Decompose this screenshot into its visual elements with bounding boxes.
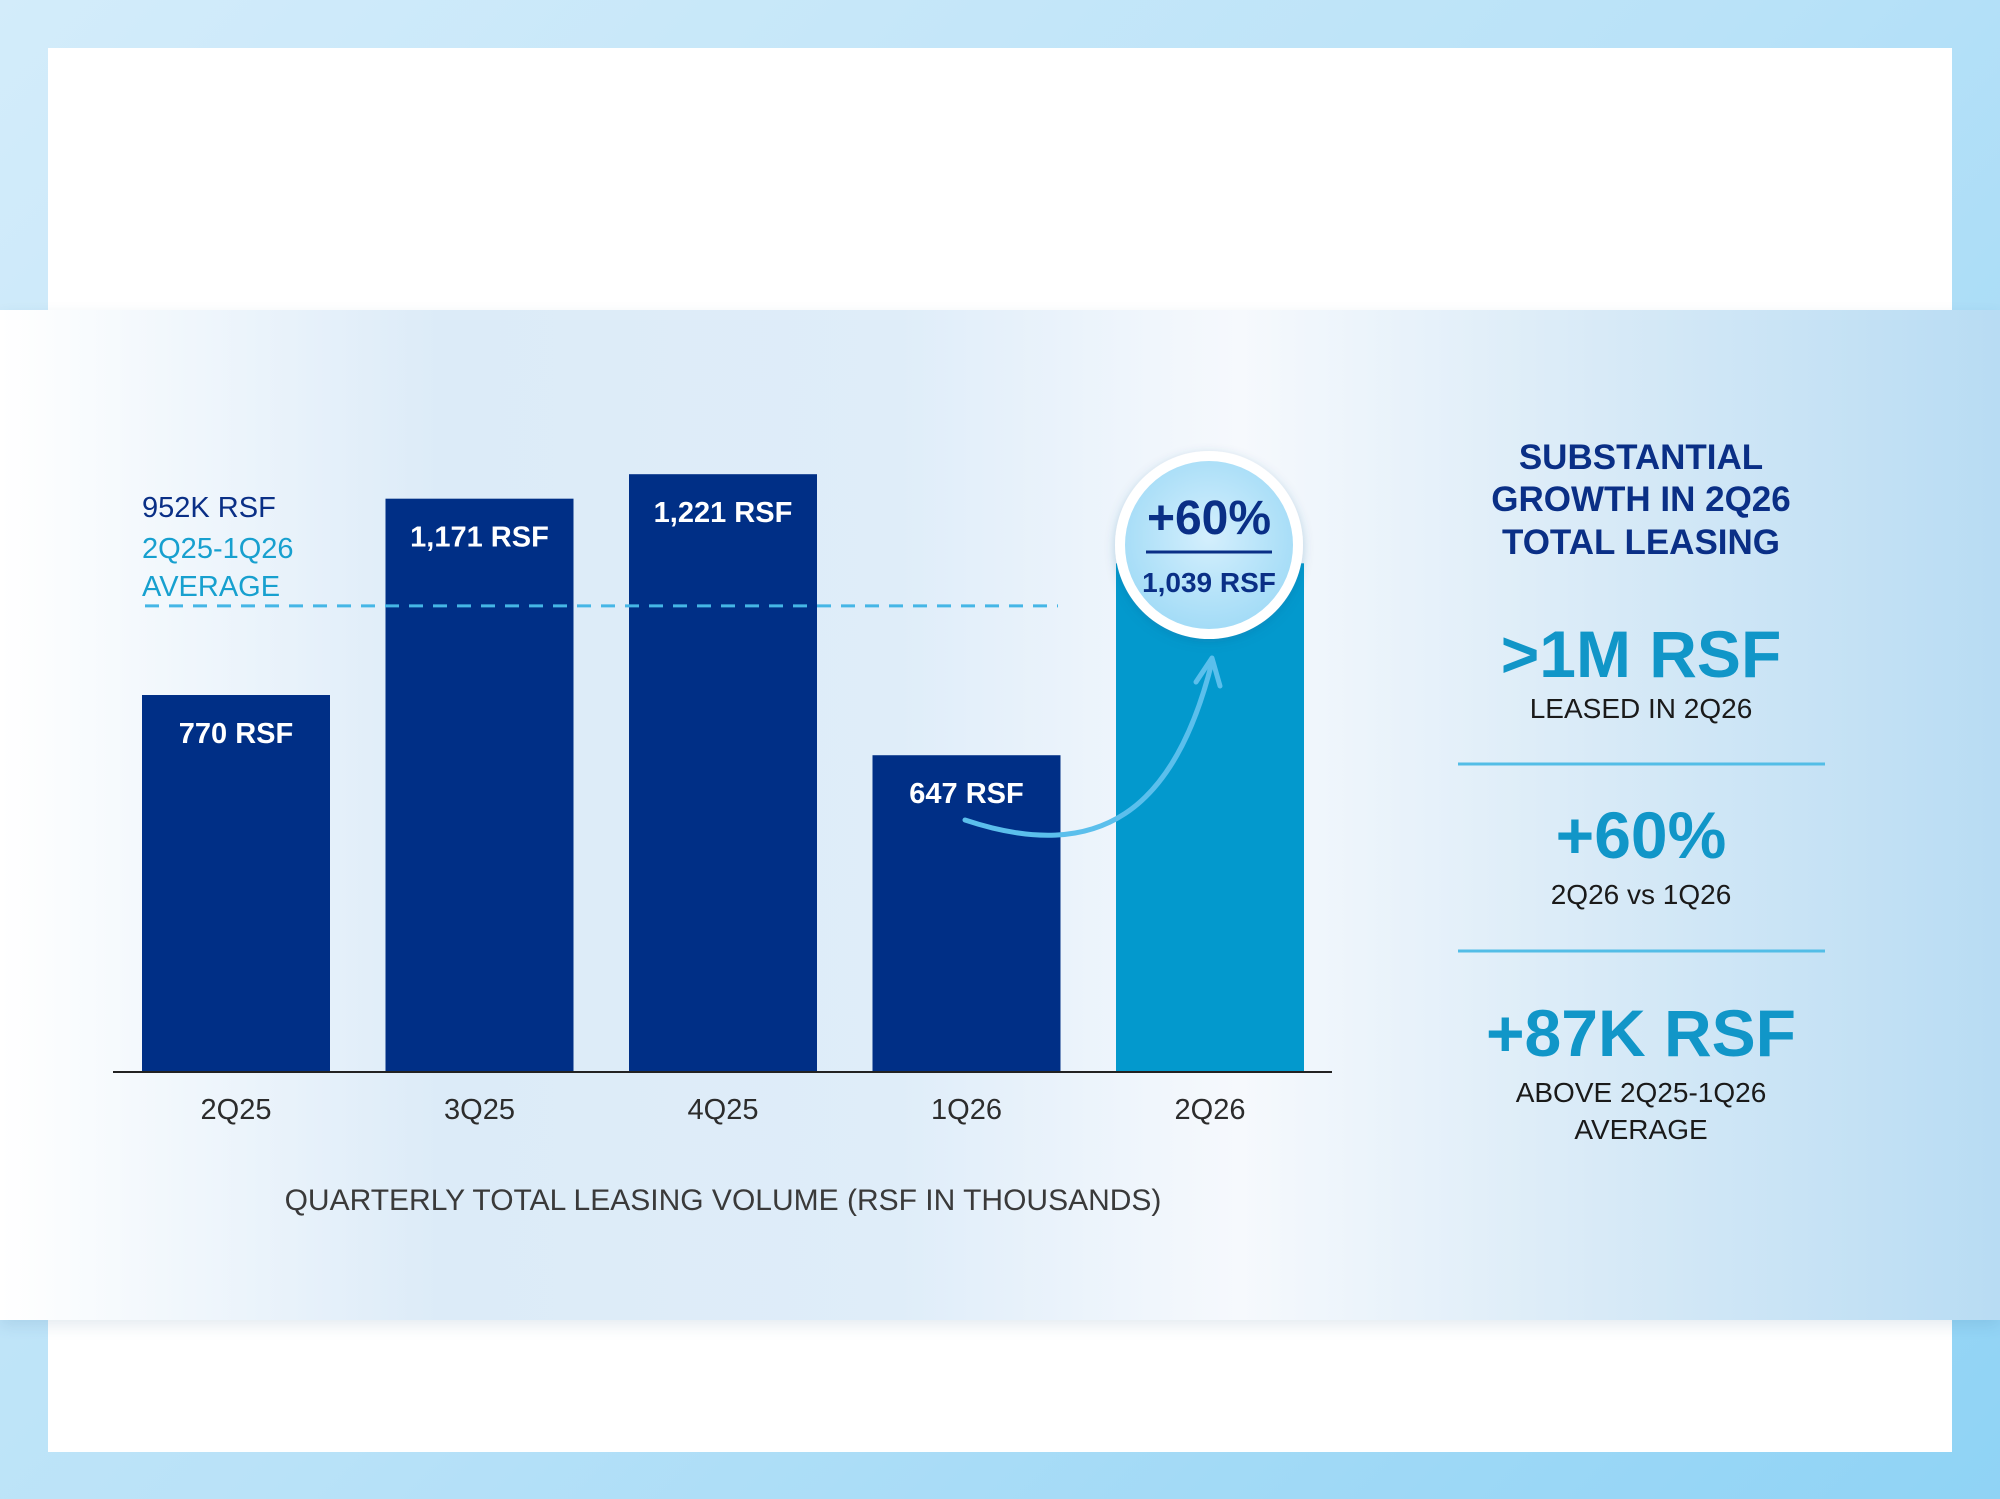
bar-value-label-1q26: 647 RSF — [909, 778, 1023, 810]
stat-above-average-value: +87K RSF — [1486, 996, 1796, 1070]
x-tick-label-3q25: 3Q25 — [444, 1094, 515, 1126]
chart-title: QUARTERLY TOTAL LEASING VOLUME (RSF IN T… — [285, 1184, 1162, 1217]
reference-text-label: AVERAGE — [142, 571, 280, 603]
sidebar-title-line-2: GROWTH IN 2Q26 — [1491, 480, 1790, 519]
reference-period-label: 2Q25-1Q26 — [142, 533, 294, 565]
stat-leased-caption: LEASED IN 2Q26 — [1530, 693, 1753, 724]
stat-above-average-caption-line-2: AVERAGE — [1574, 1114, 1707, 1145]
x-tick-label-2q25: 2Q25 — [201, 1094, 272, 1126]
growth-arrow — [962, 659, 1215, 838]
growth-callout-value: 1,039 RSF — [1142, 567, 1276, 598]
x-tick-label-2q26: 2Q26 — [1175, 1094, 1246, 1126]
growth-arrow-head — [1193, 655, 1223, 689]
stat-growth-value: +60% — [1556, 798, 1727, 872]
bar-labels-layer: 770 RSF 1,171 RSF 1,221 RSF 647 RSF — [179, 497, 1024, 810]
growth-callout-percent: +60% — [1147, 492, 1271, 545]
x-tick-label-1q26: 1Q26 — [931, 1094, 1002, 1126]
bars-layer — [142, 474, 1304, 1073]
bar-value-label-2q25: 770 RSF — [179, 718, 293, 750]
stat-growth-caption: 2Q26 vs 1Q26 — [1551, 879, 1732, 910]
bar-1q26 — [872, 755, 1061, 1072]
bar-value-label-3q25: 1,171 RSF — [410, 522, 549, 554]
x-tick-label-4q25: 4Q25 — [688, 1094, 759, 1126]
bar-3q25 — [385, 498, 574, 1072]
growth-callout — [1115, 451, 1303, 639]
background-card-bottom — [48, 1320, 1952, 1452]
x-axis-ticks: 2Q25 3Q25 4Q25 1Q26 2Q26 — [201, 1094, 1246, 1126]
bar-4q25 — [629, 474, 817, 1073]
bar-2q26 — [1116, 563, 1304, 1072]
background-card-top — [48, 48, 1952, 310]
stat-leased-value: >1M RSF — [1501, 617, 1782, 691]
reference-value-label: 952K RSF — [142, 492, 276, 524]
bar-2q25 — [142, 695, 330, 1072]
bar-value-label-4q25: 1,221 RSF — [654, 497, 793, 529]
sidebar-title-line-1: SUBSTANTIAL — [1519, 438, 1763, 477]
summary-sidebar: SUBSTANTIAL GROWTH IN 2Q26 TOTAL LEASING… — [1458, 438, 1825, 1145]
sidebar-title-line-3: TOTAL LEASING — [1502, 523, 1780, 562]
stat-above-average-caption-line-1: ABOVE 2Q25-1Q26 — [1516, 1077, 1767, 1108]
